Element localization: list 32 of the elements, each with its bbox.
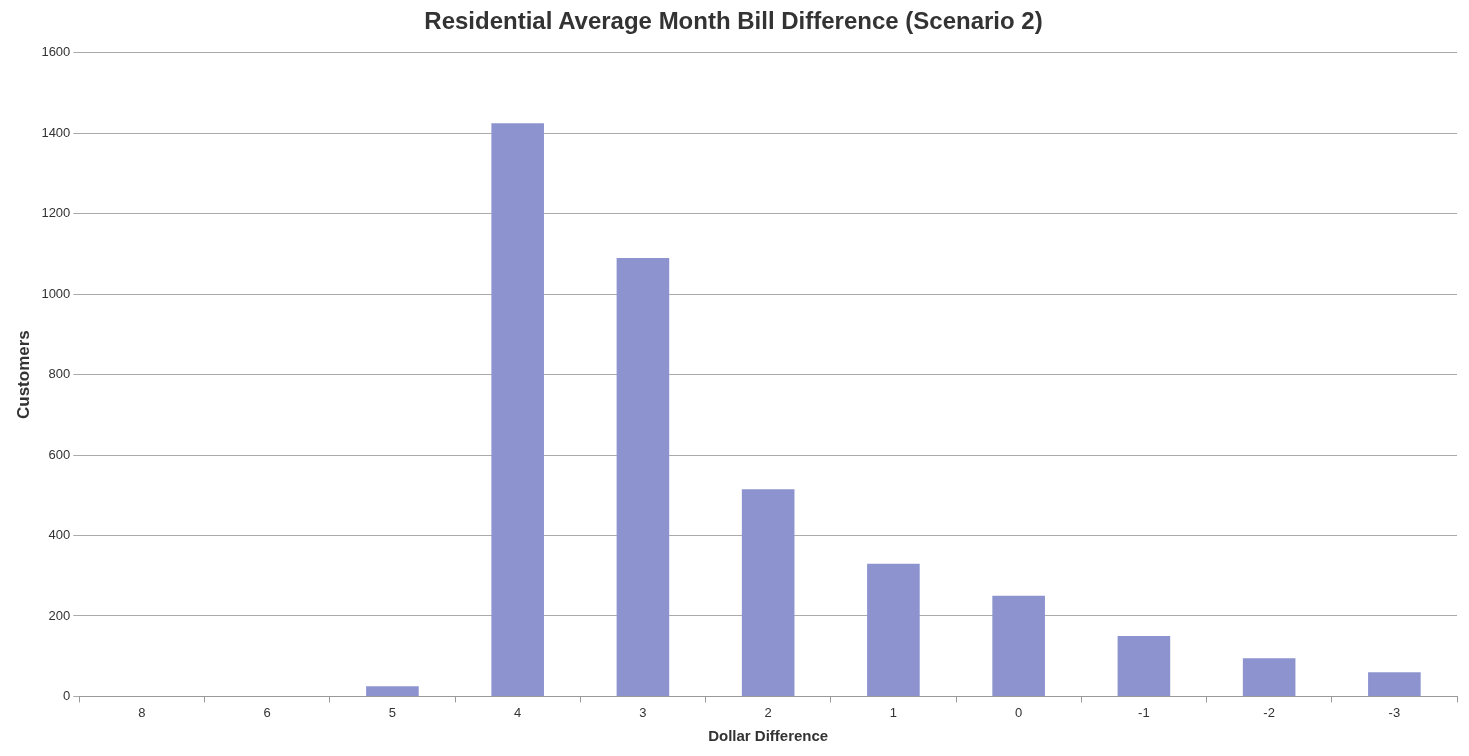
chart-title: Residential Average Month Bill Difference (Scenario 2)	[424, 7, 1043, 35]
y-tick-label: 1000	[41, 285, 71, 301]
bar	[867, 563, 920, 696]
y-tick-label: 1400	[41, 124, 71, 140]
x-axis-title: Dollar Difference	[708, 727, 829, 745]
bar	[366, 686, 419, 696]
bar	[491, 123, 544, 696]
x-tick-label: 5	[388, 704, 397, 720]
x-tick-label: 4	[514, 704, 522, 720]
bar	[1117, 636, 1171, 696]
y-tick-label: 200	[48, 607, 71, 623]
y-tick-label: 0	[63, 687, 71, 703]
y-tick-label: 1600	[41, 44, 71, 60]
x-tick-label: -2	[1263, 704, 1275, 720]
x-tick-label: 1	[889, 704, 898, 720]
x-tick-label: 8	[138, 704, 146, 720]
x-tick-label: -3	[1388, 704, 1401, 720]
bar	[992, 595, 1045, 696]
x-tick-label: 0	[1015, 704, 1023, 720]
x-tick-label: 6	[263, 704, 271, 720]
y-tick-label: 600	[48, 446, 71, 462]
y-tick-label: 800	[48, 366, 71, 382]
bar	[1368, 672, 1421, 696]
bar	[741, 489, 795, 696]
bar	[1242, 658, 1296, 696]
y-tick-label: 400	[48, 527, 71, 543]
x-tick-label: 2	[764, 704, 772, 720]
x-tick-label: -1	[1138, 704, 1150, 720]
x-tick-label: 3	[639, 704, 647, 720]
bar	[616, 257, 670, 696]
y-axis-title: Customers	[13, 330, 33, 420]
y-tick-label: 1200	[41, 205, 71, 221]
